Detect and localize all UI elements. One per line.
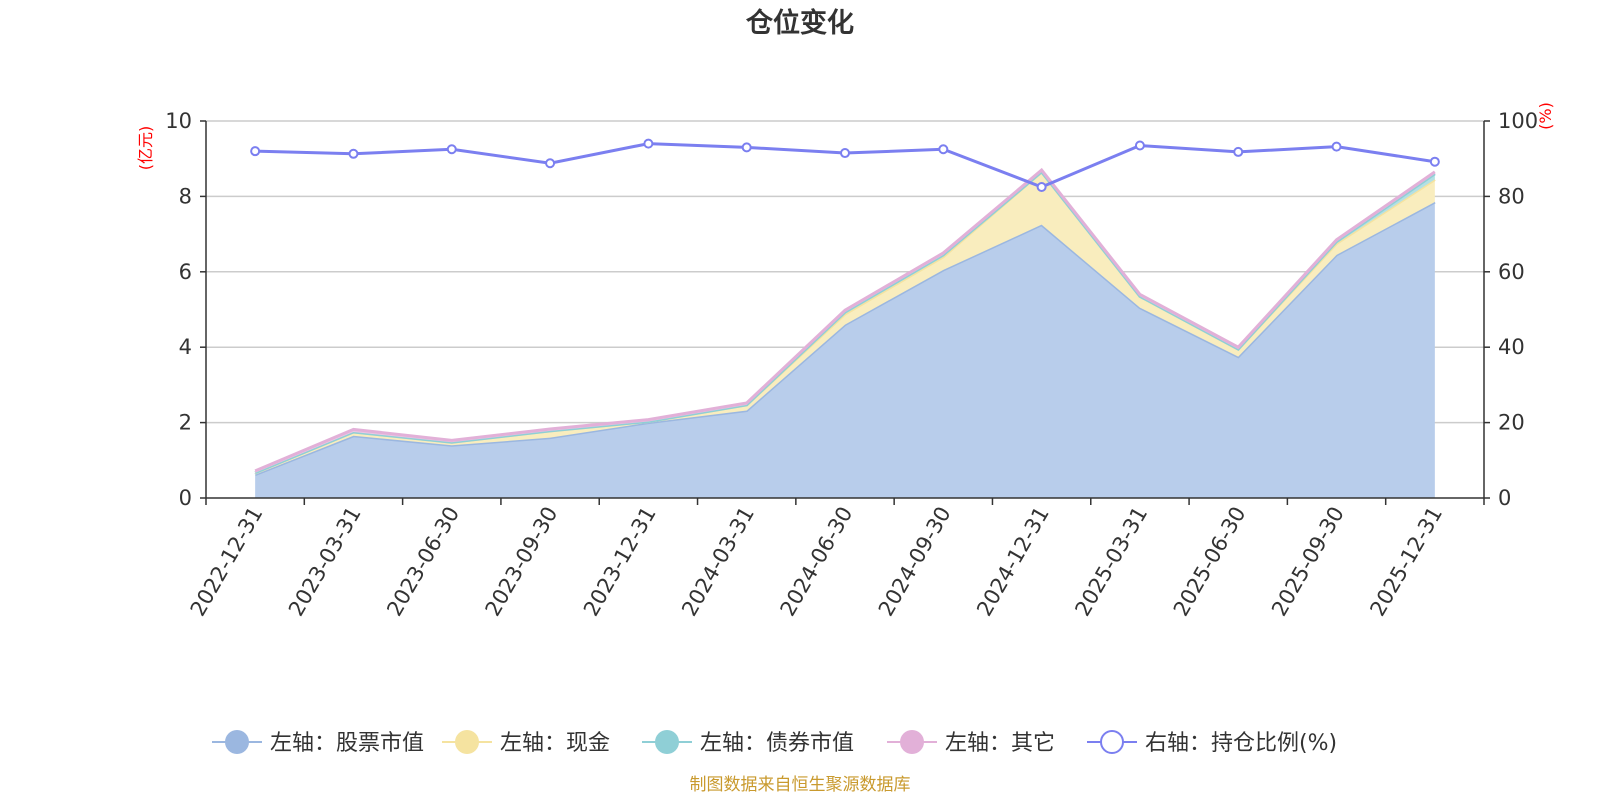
- x-tick-label: 2024-09-30: [874, 502, 956, 620]
- ratio-point: [1134, 140, 1145, 151]
- legend-marker: [225, 730, 249, 754]
- left-tick-label: 8: [179, 184, 192, 208]
- ratio-point: [1331, 141, 1342, 152]
- ratio-point: [446, 144, 457, 155]
- left-tick-label: 6: [179, 260, 192, 284]
- area-edge-3: [254, 167, 1436, 473]
- x-tick-label: 2023-12-31: [579, 503, 661, 621]
- ratio-point: [938, 144, 949, 155]
- x-tick-label: 2023-03-31: [284, 503, 366, 621]
- x-tick-label: 2025-09-30: [1267, 503, 1349, 621]
- right-tick-label: 40: [1498, 335, 1525, 359]
- legend-item: 左轴：其它: [887, 730, 1055, 756]
- legend-item: 左轴：现金: [442, 730, 610, 756]
- x-tick-label: 2024-03-31: [677, 503, 759, 621]
- left-tick-label: 4: [179, 335, 192, 359]
- x-tick-label: 2025-06-30: [1169, 503, 1251, 621]
- ratio-line: [250, 138, 1440, 192]
- legend-marker: [655, 730, 679, 754]
- legend-marker: [900, 730, 924, 754]
- ratio-point: [840, 148, 850, 159]
- ratio-point: [348, 148, 359, 159]
- legend-item: 左轴：债券市值: [642, 730, 854, 756]
- x-tick-label: 2024-06-30: [776, 503, 858, 621]
- right-tick-label: 100: [1498, 109, 1538, 133]
- ratio-point: [643, 138, 654, 149]
- legend-marker: [1100, 730, 1124, 754]
- legend-item: 右轴：持仓比例(%): [1087, 730, 1337, 756]
- legend-label: 左轴：其它: [945, 731, 1055, 756]
- legend-marker: [455, 730, 479, 754]
- chart-title: 仓位变化: [745, 7, 854, 39]
- legend-label: 左轴：债券市值: [700, 731, 854, 756]
- ratio-point: [1233, 146, 1244, 157]
- ratio-point: [741, 142, 752, 153]
- ratio-point: [1429, 156, 1440, 167]
- right-tick-label: 60: [1498, 260, 1525, 284]
- area-fill-0: [255, 202, 1435, 498]
- left-tick-label: 10: [165, 109, 192, 133]
- right-tick-label: 0: [1498, 486, 1511, 510]
- ratio-point: [1036, 181, 1047, 192]
- legend-item: 左轴：股票市值: [212, 730, 424, 756]
- right-axis-unit: (%): [1536, 102, 1555, 130]
- x-tick-label: 2025-03-31: [1070, 503, 1152, 621]
- x-tick-label: 2022-12-31: [186, 503, 268, 621]
- x-tick-label: 2023-09-30: [481, 503, 563, 621]
- x-tick-label: 2025-12-31: [1365, 503, 1447, 621]
- x-tick-label: 2024-12-31: [972, 503, 1054, 621]
- left-tick-label: 2: [179, 411, 192, 435]
- legend-label: 右轴：持仓比例(%): [1145, 731, 1337, 756]
- stacked-areas: [254, 167, 1436, 498]
- legend-label: 左轴：股票市值: [270, 731, 424, 756]
- legend: 左轴：股票市值 左轴：现金 左轴：债券市值 左轴：其它 右轴：持仓比例(%): [212, 730, 1337, 756]
- left-axis-unit: (亿元): [136, 126, 155, 171]
- ratio-point: [250, 146, 261, 157]
- x-tick-label: 2023-06-30: [382, 503, 464, 621]
- ratio-point: [545, 158, 556, 169]
- right-tick-label: 20: [1498, 411, 1525, 435]
- source-note: 制图数据来自恒生聚源数据库: [690, 775, 911, 795]
- right-tick-label: 80: [1498, 184, 1525, 208]
- area-fill-1: [255, 171, 1435, 475]
- left-tick-label: 0: [179, 486, 192, 510]
- legend-label: 左轴：现金: [500, 731, 610, 756]
